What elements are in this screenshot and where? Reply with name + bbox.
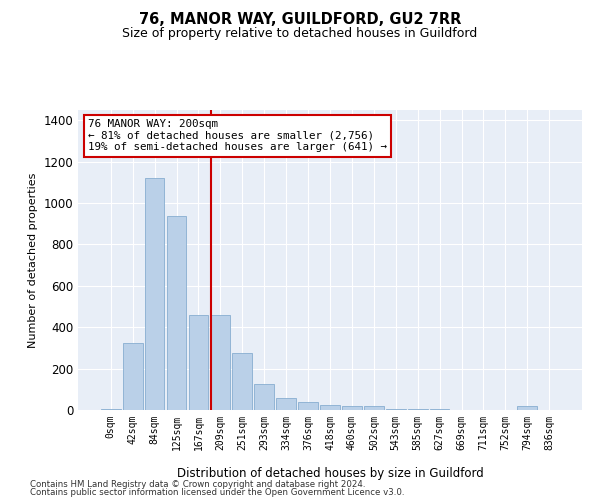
Bar (276, 398, 296, 410)
Bar (408, 409, 428, 410)
Bar (298, 402, 318, 410)
Bar (188, 315, 208, 410)
Bar (123, 343, 143, 410)
Bar (364, 406, 384, 410)
Bar (430, 409, 449, 410)
Bar (101, 409, 121, 410)
Text: 76, MANOR WAY, GUILDFORD, GU2 7RR: 76, MANOR WAY, GUILDFORD, GU2 7RR (139, 12, 461, 28)
Text: Size of property relative to detached houses in Guildford: Size of property relative to detached ho… (122, 28, 478, 40)
Bar (254, 384, 274, 410)
Text: Distribution of detached houses by size in Guildford: Distribution of detached houses by size … (176, 467, 484, 480)
Bar (342, 406, 362, 410)
Text: Contains HM Land Registry data © Crown copyright and database right 2024.: Contains HM Land Registry data © Crown c… (30, 480, 365, 489)
Bar (145, 178, 164, 410)
Text: 76 MANOR WAY: 200sqm
← 81% of detached houses are smaller (2,756)
19% of semi-de: 76 MANOR WAY: 200sqm ← 81% of detached h… (88, 119, 387, 152)
Bar (320, 405, 340, 410)
Y-axis label: Number of detached properties: Number of detached properties (28, 172, 38, 348)
Bar (232, 353, 252, 410)
Bar (167, 216, 187, 410)
Bar (517, 406, 537, 410)
Text: Contains public sector information licensed under the Open Government Licence v3: Contains public sector information licen… (30, 488, 404, 497)
Bar (211, 315, 230, 410)
Bar (386, 409, 406, 410)
